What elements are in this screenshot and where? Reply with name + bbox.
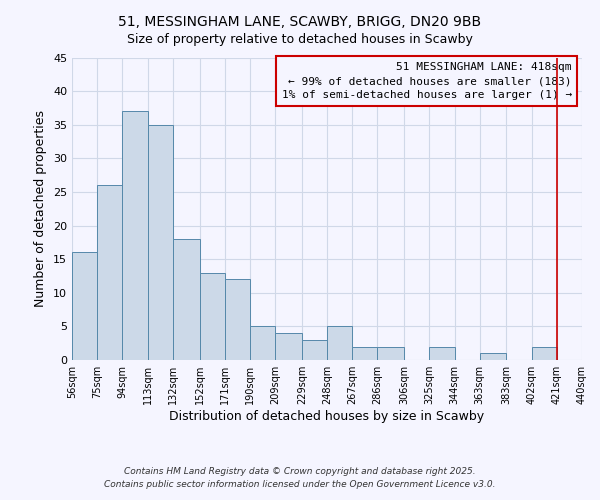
Bar: [352, 346, 377, 360]
Text: 51, MESSINGHAM LANE, SCAWBY, BRIGG, DN20 9BB: 51, MESSINGHAM LANE, SCAWBY, BRIGG, DN20…: [118, 15, 482, 29]
Bar: [532, 346, 557, 360]
Bar: [480, 354, 506, 360]
Bar: [429, 346, 455, 360]
Bar: [327, 326, 352, 360]
Text: Contains HM Land Registry data © Crown copyright and database right 2025.
Contai: Contains HM Land Registry data © Crown c…: [104, 468, 496, 489]
Bar: [275, 333, 302, 360]
Bar: [377, 346, 404, 360]
Text: Size of property relative to detached houses in Scawby: Size of property relative to detached ho…: [127, 32, 473, 46]
Bar: [225, 280, 250, 360]
Text: 51 MESSINGHAM LANE: 418sqm
← 99% of detached houses are smaller (183)
1% of semi: 51 MESSINGHAM LANE: 418sqm ← 99% of deta…: [281, 62, 572, 100]
Bar: [199, 272, 225, 360]
Bar: [122, 112, 148, 360]
Bar: [250, 326, 275, 360]
Y-axis label: Number of detached properties: Number of detached properties: [34, 110, 47, 307]
Bar: [97, 185, 122, 360]
Bar: [173, 239, 199, 360]
X-axis label: Distribution of detached houses by size in Scawby: Distribution of detached houses by size …: [169, 410, 485, 423]
Bar: [72, 252, 97, 360]
Bar: [302, 340, 327, 360]
Bar: [148, 124, 173, 360]
